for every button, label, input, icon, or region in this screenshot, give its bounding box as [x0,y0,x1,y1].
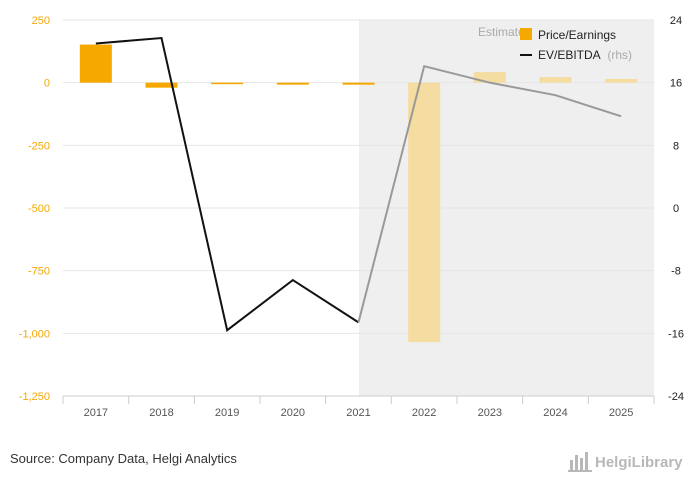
bar-price-earnings-2025 [605,78,638,83]
legend-label-ev-ebitda: EV/EBITDA (rhs) [538,48,632,62]
x-tick-label: 2018 [149,407,173,419]
lines [95,36,622,332]
x-tick-label: 2021 [346,407,370,419]
x-tick-label: 2022 [412,407,436,419]
x-tick-label: 2025 [609,407,633,419]
y-left-tick-label: -500 [28,203,50,215]
svg-text:HelgiLibrary: HelgiLibrary [595,454,683,471]
y-left-tick-label: -750 [28,266,50,278]
y-right-tick-label: 0 [673,203,679,215]
ticks: 250 0 -250 -500 -750 -1,000 -1,250 24 16 8 0 -8 -16 -… [19,15,684,419]
bar-price-earnings-2019 [211,82,244,85]
legend-label-price-earnings: Price/Earnings [538,28,616,42]
x-tick-label: 2024 [543,407,567,419]
bar-price-earnings-2018 [145,82,178,88]
bar-price-earnings-2017 [79,44,112,83]
x-tick-label: 2020 [281,407,305,419]
bar-price-earnings-2021 [342,82,375,85]
y-right-tick-label: -16 [668,328,684,340]
bar-price-earnings-2023 [473,72,506,83]
y-right-tick-label: 8 [673,140,679,152]
helgi-library-logo: HelgiLibrary [568,452,683,472]
bar-price-earnings-2022 [408,82,441,343]
source-note: Source: Company Data, Helgi Analytics [10,451,237,466]
y-left-tick-label: 250 [32,15,50,27]
y-left-tick-label: 0 [44,78,50,90]
y-left-tick-label: -250 [28,140,50,152]
y-left-tick-label: -1,000 [19,328,50,340]
estimates-label: Estimates [478,25,531,39]
x-tick-label: 2019 [215,407,239,419]
line-ev-ebitda-estimate [357,65,622,323]
y-right-tick-label: -8 [671,266,681,278]
y-right-tick-label: 16 [670,78,682,90]
x-tick-label: 2023 [478,407,502,419]
x-tick-label: 2017 [84,407,108,419]
y-left-tick-label: -1,250 [19,391,50,403]
line-ev-ebitda-actual [95,36,360,332]
legend-swatch-price-earnings [520,28,532,40]
bar-price-earnings-2024 [539,77,572,83]
legend-ev-ebitda-name: EV/EBITDA [538,48,601,62]
y-right-tick-label: 24 [670,15,682,27]
legend-ev-ebitda-suffix: (rhs) [607,48,632,62]
y-right-tick-label: -24 [668,391,684,403]
legend: Price/Earnings EV/EBITDA (rhs) [520,28,632,62]
bar-price-earnings-2020 [276,82,309,85]
bars [79,44,638,343]
